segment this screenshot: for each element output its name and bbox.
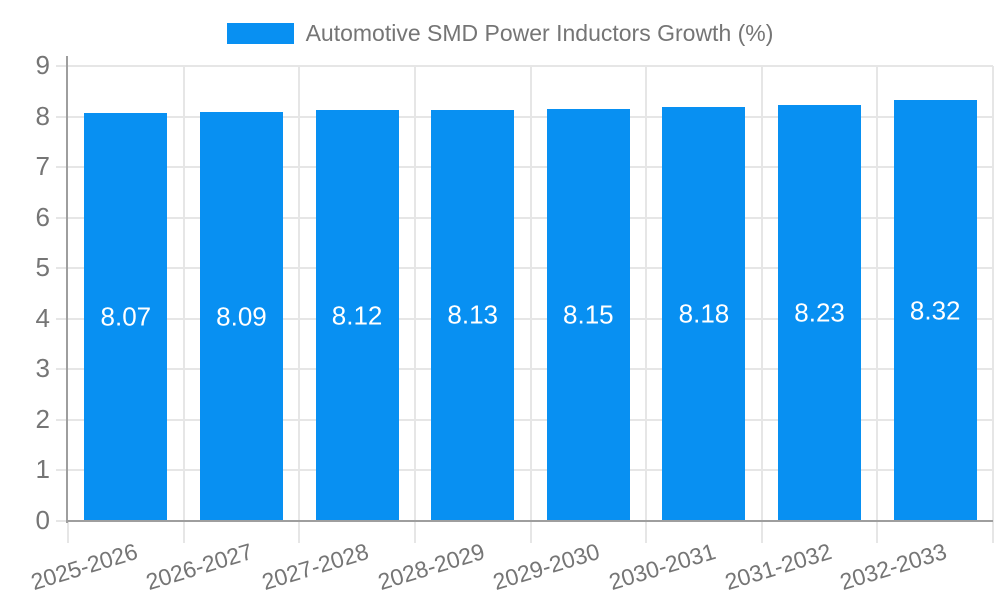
bar-value-label: 8.23 (794, 297, 845, 328)
gridline-horizontal (56, 115, 993, 118)
gridline-horizontal (56, 368, 993, 371)
bar[interactable] (893, 100, 977, 521)
y-axis-line (66, 56, 68, 523)
bar[interactable] (778, 104, 862, 521)
gridline-horizontal (56, 469, 993, 472)
y-tick-label: 8 (35, 100, 50, 131)
y-tick-label: 0 (35, 504, 50, 535)
bar-value-label: 8.18 (678, 298, 730, 329)
gridline-vertical (645, 66, 648, 543)
gridline-vertical (992, 66, 994, 543)
gridline-horizontal (56, 216, 993, 219)
gridline-horizontal (56, 317, 993, 320)
bar-value-label: 8.13 (447, 299, 498, 330)
bar[interactable] (199, 112, 283, 521)
gridline-horizontal (56, 65, 993, 67)
bar-value-label: 8.32 (909, 295, 961, 326)
gridline-vertical (760, 66, 763, 543)
y-tick-label: 9 (35, 49, 50, 80)
y-tick-label: 4 (35, 302, 50, 333)
y-tick-label: 1 (35, 454, 50, 485)
bar[interactable] (662, 107, 746, 521)
gridline-horizontal (56, 166, 993, 169)
bar[interactable] (84, 113, 168, 521)
bar-value-label: 8.15 (563, 299, 614, 330)
y-axis-tick (56, 520, 68, 522)
x-tick-label: 2031-2032 (721, 538, 835, 596)
gridline-vertical (413, 66, 416, 543)
x-axis-line (67, 520, 993, 522)
legend: Automotive SMD Power Inductors Growth (%… (0, 20, 1000, 47)
legend-label: Automotive SMD Power Inductors Growth (%… (305, 20, 774, 46)
gridline-vertical (182, 66, 185, 543)
x-tick-label: 2028-2029 (374, 538, 488, 596)
y-tick-label: 3 (35, 353, 50, 384)
bar[interactable] (546, 108, 630, 521)
y-tick-label: 7 (35, 150, 50, 181)
bar[interactable] (315, 110, 399, 521)
gridline-horizontal (56, 418, 993, 421)
y-tick-label: 6 (35, 201, 50, 232)
gridline-vertical (298, 66, 301, 543)
x-tick-label: 2026-2027 (143, 538, 257, 596)
gridline-vertical (876, 66, 879, 543)
bar-value-label: 8.09 (216, 301, 267, 331)
bar[interactable] (431, 109, 515, 521)
legend-swatch (226, 23, 294, 44)
bar-value-label: 8.12 (331, 300, 383, 331)
y-tick-label: 5 (35, 252, 50, 283)
y-tick-label: 2 (35, 403, 50, 434)
x-axis-tick (67, 521, 69, 543)
x-tick-label: 2027-2028 (258, 538, 372, 596)
x-tick-label: 2030-2031 (605, 538, 719, 596)
x-tick-label: 2032-2033 (836, 538, 950, 596)
x-tick-label: 2025-2026 (27, 538, 141, 596)
gridline-vertical (529, 66, 532, 543)
x-tick-label: 2029-2030 (490, 538, 603, 596)
bar-value-label: 8.07 (100, 301, 152, 332)
gridline-horizontal (56, 267, 993, 270)
